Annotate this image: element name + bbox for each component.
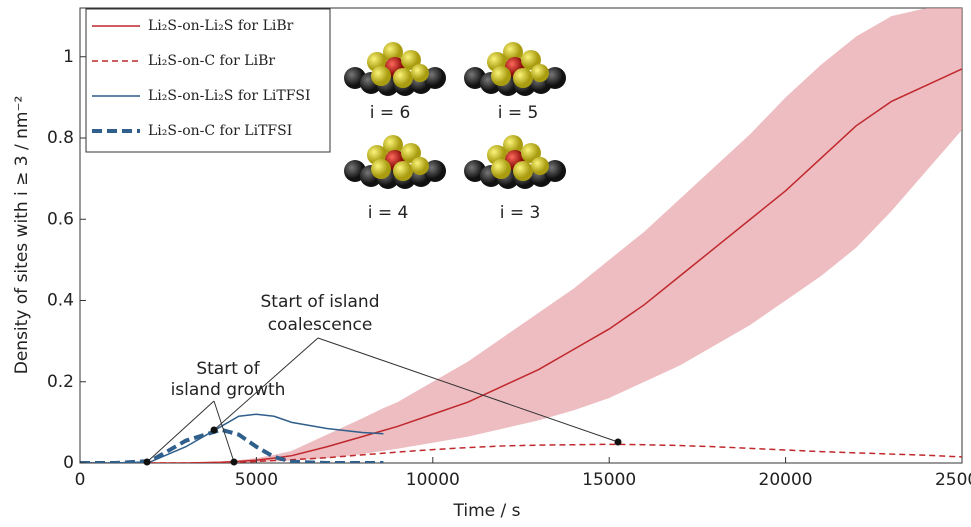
x-axis-label: Time / s bbox=[453, 501, 521, 521]
inset: i = 6 i = 5 i = 4 i = 3 bbox=[344, 42, 566, 223]
y-tick-label: 0 bbox=[63, 453, 74, 473]
leader-line bbox=[213, 400, 235, 463]
legend-box bbox=[85, 8, 331, 153]
annotation-growth: Start of island growth bbox=[143, 359, 286, 466]
molecule-icon bbox=[464, 135, 566, 189]
x-tick-label: 20000 bbox=[759, 470, 813, 490]
x-tick-label: 10000 bbox=[406, 470, 460, 490]
legend-label: Li₂S-on-Li₂S for LiBr bbox=[148, 18, 294, 34]
confidence-band bbox=[80, 8, 962, 463]
legend-label: Li₂S-on-C for LiTFSI bbox=[148, 123, 292, 139]
y-tick-label: 0.4 bbox=[47, 291, 74, 311]
annotation-text: Start of bbox=[196, 359, 260, 379]
inset-label: i = 6 bbox=[370, 103, 411, 123]
molecule-icon bbox=[344, 135, 446, 189]
leader-line bbox=[213, 337, 319, 431]
x-tick-label: 0 bbox=[75, 470, 86, 490]
leader-dot bbox=[143, 458, 151, 466]
legend: Li₂S-on-Li₂S for LiBr Li₂S-on-C for LiBr L… bbox=[85, 8, 331, 153]
molecule-icon bbox=[344, 42, 446, 96]
y-tick-label: 0.2 bbox=[47, 372, 74, 392]
inset-label: i = 3 bbox=[500, 203, 541, 223]
leader-line bbox=[317, 337, 619, 443]
annotation-text: island growth bbox=[171, 380, 286, 400]
plot-frame bbox=[79, 7, 963, 464]
legend-label: Li₂S-on-Li₂S for LiTFSI bbox=[148, 88, 311, 104]
leader-line bbox=[146, 400, 215, 463]
y-tick-label: 0.6 bbox=[47, 209, 74, 229]
y-tick-label: 0.8 bbox=[47, 128, 74, 148]
leader-dot bbox=[210, 426, 218, 434]
x-tick-label: 15000 bbox=[582, 470, 636, 490]
inset-label: i = 5 bbox=[498, 103, 539, 123]
annotation-text: coalescence bbox=[268, 315, 373, 335]
molecule-icon bbox=[464, 42, 566, 96]
leader-dot bbox=[614, 438, 622, 446]
inset-label: i = 4 bbox=[368, 203, 409, 223]
legend-label: Li₂S-on-C for LiBr bbox=[148, 53, 275, 69]
annotation-text: Start of island bbox=[260, 292, 379, 312]
y-axis-label: Density of sites with i ≥ 3 / nm⁻² bbox=[12, 96, 32, 375]
series-line bbox=[80, 443, 962, 463]
leader-dot bbox=[230, 458, 238, 466]
y-tick-label: 1 bbox=[63, 47, 74, 67]
x-tick-label: 5000 bbox=[235, 470, 278, 490]
annotation-coalescence: Start of island coalescence bbox=[210, 292, 622, 446]
